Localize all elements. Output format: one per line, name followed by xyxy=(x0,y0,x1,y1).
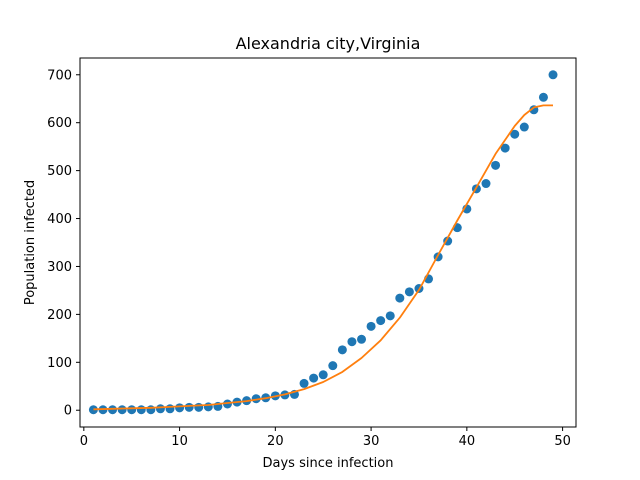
y-tick-label: 200 xyxy=(47,308,72,323)
scatter-point xyxy=(146,405,156,415)
y-tick-label: 500 xyxy=(47,164,72,179)
x-tick-label: 40 xyxy=(459,434,476,449)
scatter-point xyxy=(548,70,558,80)
scatter-point xyxy=(251,394,261,404)
scatter-point xyxy=(519,122,529,132)
x-tick-label: 30 xyxy=(363,434,380,449)
y-tick-label: 400 xyxy=(47,212,72,227)
scatter-point xyxy=(491,160,501,170)
scatter-point xyxy=(108,405,118,415)
scatter-point xyxy=(366,321,376,331)
x-tick-label: 0 xyxy=(80,434,88,449)
scatter-point xyxy=(538,92,548,102)
scatter-point xyxy=(203,402,213,412)
scatter-point xyxy=(222,399,232,409)
scatter-point xyxy=(175,403,185,413)
y-tick-label: 0 xyxy=(64,404,72,419)
x-tick-label: 10 xyxy=(171,434,188,449)
y-axis-label: Population infected xyxy=(23,180,38,305)
scatter-point xyxy=(481,179,491,189)
scatter-point xyxy=(328,361,338,371)
scatter-point xyxy=(88,405,98,415)
axes-frame xyxy=(79,57,577,428)
x-axis: 0 10 20 30 40 50 xyxy=(80,427,571,449)
scatter-point xyxy=(127,405,137,415)
scatter-point xyxy=(299,378,309,388)
y-tick-label: 300 xyxy=(47,260,72,275)
x-tick-label: 50 xyxy=(554,434,571,449)
scatter-point xyxy=(395,293,405,303)
data-marks xyxy=(88,70,558,415)
scatter-point xyxy=(500,143,510,153)
scatter-point xyxy=(347,337,357,347)
fit-line xyxy=(93,104,553,411)
scatter-point xyxy=(337,345,347,355)
scatter-point xyxy=(318,370,328,380)
scatter-point xyxy=(184,402,194,412)
y-tick-label: 100 xyxy=(47,356,72,371)
scatter-point xyxy=(376,316,386,326)
scatter-point xyxy=(385,311,395,321)
scatter-point xyxy=(136,405,146,415)
scatter-point xyxy=(194,402,204,412)
x-tick-label: 20 xyxy=(267,434,284,449)
scatter-point xyxy=(404,287,414,297)
y-tick-label: 700 xyxy=(47,68,72,83)
scatter-point xyxy=(155,404,165,414)
y-axis: 0 100 200 300 400 500 600 700 xyxy=(47,68,80,419)
scatter-point xyxy=(309,373,319,383)
scatter-point xyxy=(510,129,520,139)
scatter-point xyxy=(357,334,367,344)
scatter-point xyxy=(117,405,127,415)
x-axis-label: Days since infection xyxy=(263,456,394,471)
scatter-point xyxy=(165,404,175,414)
chart-title: Alexandria city,Virginia xyxy=(236,34,421,53)
y-tick-label: 600 xyxy=(47,116,72,131)
